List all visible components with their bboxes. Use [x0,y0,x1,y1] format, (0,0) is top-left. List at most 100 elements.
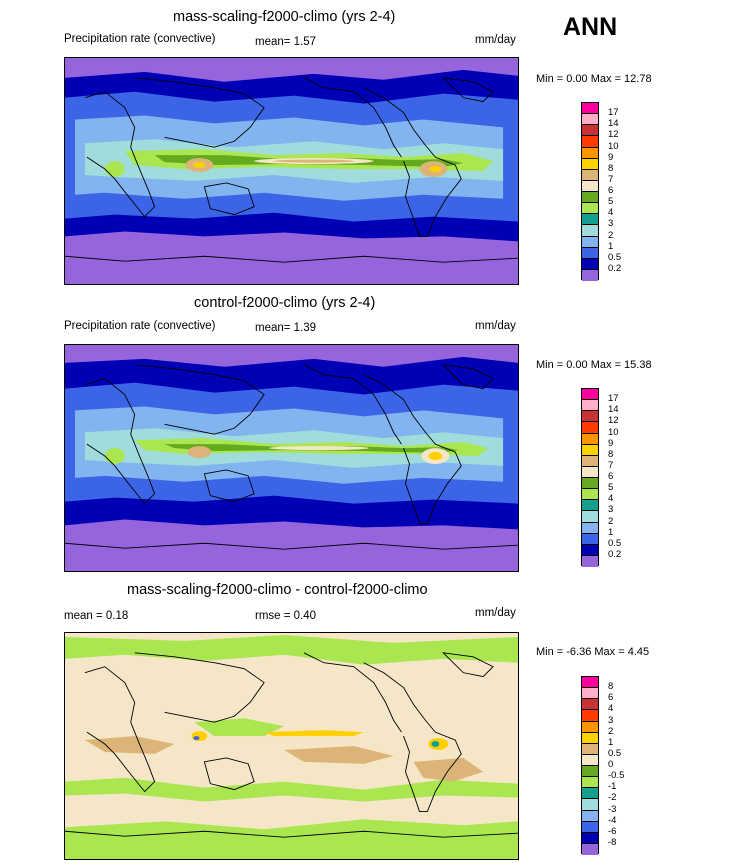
panel3-map [64,632,519,860]
colorbar-swatch [582,533,598,545]
colorbar-swatch [582,743,598,755]
colorbar-tick-label: 2 [608,725,614,737]
colorbar-swatch [582,522,598,534]
colorbar-swatch [582,114,598,126]
panel2-title: control-f2000-climo (yrs 2-4) [194,295,376,311]
panel3-colorbar [581,676,599,855]
diff-patch-tan2 [284,746,394,764]
diff-core-indonesia2 [193,736,200,741]
colorbar-swatch [582,433,598,445]
colorbar-tick-label: 0.2 [608,548,622,560]
colorbar-swatch [582,389,598,401]
colorbar-swatch [582,677,598,689]
colorbar-swatch [582,247,598,259]
colorbar-tick-label: 14 [608,118,619,130]
colorbar-swatch [582,500,598,512]
panel3-units: mm/day [475,607,516,619]
panel2-variable: Precipitation rate (convective) [64,320,216,332]
colorbar-swatch [582,125,598,137]
colorbar-swatch [582,544,598,556]
coastlines [65,364,518,550]
colorbar-swatch [582,225,598,237]
colorbar-swatch [582,777,598,789]
colorbar-tick-label: 7 [608,173,614,185]
colorbar-tick-label: 12 [608,415,619,427]
panel3-rmse: rmse = 0.40 [255,610,317,622]
colorbar-tick-label: 2 [608,229,614,241]
colorbar-tick-label: 8 [608,162,614,174]
precip-core-amazon2 [428,452,443,460]
colorbar-tick-label: 5 [608,482,614,494]
panel1-title: mass-scaling-f2000-climo (yrs 2-4) [173,9,396,25]
colorbar-tick-label: 6 [608,471,614,482]
colorbar-swatch [582,478,598,490]
colorbar-swatch [582,214,598,226]
colorbar-tick-label: 8 [608,448,614,460]
coastlines [65,77,518,263]
colorbar-tick-label: 6 [608,692,614,704]
season-label: ANN [563,13,618,41]
colorbar-swatch [582,192,598,204]
colorbar-swatch [582,799,598,811]
colorbar-tick-label: 0.5 [608,747,622,759]
colorbar-swatch [582,236,598,248]
precip-core-pacific2 [274,159,354,163]
colorbar-tick-label: 0.2 [608,262,622,274]
diff-patch-tan [84,736,175,754]
colorbar-swatch [582,158,598,170]
panel2-map [64,344,519,572]
colorbar-swatch [582,180,598,192]
colorbar-tick-label: 9 [608,437,614,449]
colorbar-tick-label: -0.5 [608,770,625,782]
colorbar-tick-label: 3 [608,714,614,726]
colorbar-swatch [582,810,598,822]
colorbar-tick-label: -3 [608,803,617,815]
panel3-minmax: Min = -6.36 Max = 4.45 [536,646,650,658]
colorbar-tick-label: 7 [608,459,614,471]
diff-patch-tropics [194,718,285,737]
colorbar-tick-label: 6 [608,185,614,196]
coastlines [65,652,518,838]
panel1-minmax: Min = 0.00 Max = 12.78 [536,73,652,85]
colorbar-tick-label: 14 [608,404,619,416]
colorbar-swatch [582,699,598,711]
colorbar-tick-label: 5 [608,196,614,208]
panel1-variable: Precipitation rate (convective) [64,33,216,45]
precip-core-amazon2 [429,166,442,172]
colorbar-tick-label: 12 [608,129,619,141]
colorbar-swatch [582,489,598,501]
colorbar-tick-label: 17 [608,393,619,405]
precip-core-pacific [269,446,369,451]
panel1-map [64,57,519,285]
colorbar-tick-label: 0.5 [608,251,622,263]
colorbar-tick-label: 10 [608,140,619,152]
colorbar-swatch [582,203,598,215]
panel1-colorbar [581,102,599,281]
panel1-units: mm/day [475,34,516,46]
diff-patch-sh [65,777,518,802]
panel2-minmax: Min = 0.00 Max = 15.38 [536,359,652,371]
colorbar-tick-label: 9 [608,151,614,163]
colorbar-tick-label: 3 [608,504,614,516]
colorbar-swatch [582,455,598,467]
colorbar-swatch [582,832,598,844]
colorbar-tick-label: 4 [608,207,614,219]
colorbar-swatch [582,555,598,567]
colorbar-tick-label: -2 [608,792,617,804]
colorbar-swatch [582,400,598,412]
colorbar-swatch [582,766,598,778]
panel2-colorbar [581,388,599,567]
colorbar-tick-label: -1 [608,781,617,793]
colorbar-tick-label: -4 [608,814,617,826]
colorbar-swatch [582,422,598,434]
colorbar-tick-label: 4 [608,703,614,715]
colorbar-swatch [582,754,598,766]
colorbar-tick-label: 4 [608,493,614,505]
colorbar-swatch [582,269,598,281]
colorbar-swatch [582,411,598,423]
colorbar-swatch [582,136,598,148]
colorbar-tick-label: 0.5 [608,537,622,549]
precip-core-africa [104,448,125,464]
panel3-mean: mean = 0.18 [64,610,129,622]
colorbar-swatch [582,821,598,833]
